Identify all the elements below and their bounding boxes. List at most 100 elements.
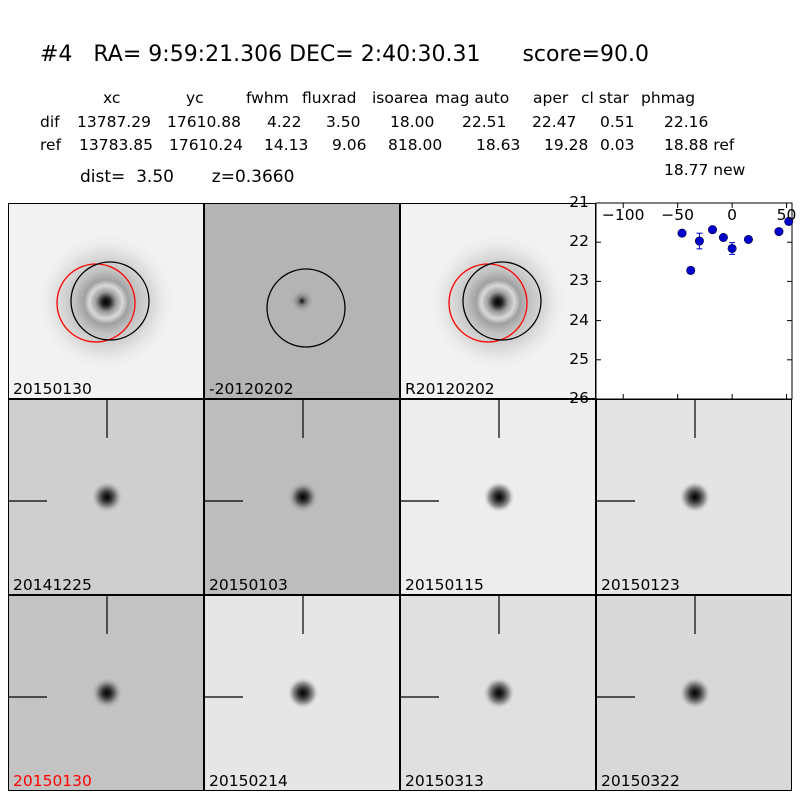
transient-source (287, 481, 319, 513)
plot-frame (595, 202, 793, 400)
light-curve-plot (595, 202, 794, 400)
cell: 22.47 (532, 113, 577, 131)
cell: 19.28 (544, 136, 589, 154)
col-aper: aper (533, 89, 569, 107)
y-tick-label: 25 (569, 349, 589, 368)
cell: 818.00 (388, 136, 443, 154)
cell: 18.00 (390, 113, 435, 131)
panel-label: -20120202 (209, 380, 294, 398)
x-tick-label: −100 (601, 206, 645, 224)
transient-source (483, 677, 515, 709)
transient-source (91, 677, 123, 709)
y-tick-label: 22 (569, 232, 589, 251)
data-point (727, 243, 737, 253)
col-cl-star: cl star (581, 89, 629, 107)
panel-label: 20141225 (13, 576, 92, 594)
panel-image (9, 204, 203, 398)
cell: 22.16 (664, 113, 709, 131)
data-point (784, 216, 794, 226)
cell: 18.88 ref (664, 136, 735, 154)
panel-3: 20141225 (8, 399, 204, 595)
panel-image (401, 204, 595, 398)
cell: 0.51 (600, 113, 635, 131)
panel-2: R20120202 (400, 203, 596, 399)
cell: 0.03 (600, 136, 635, 154)
data-point (743, 234, 753, 244)
panel-label: 20150313 (405, 772, 484, 790)
panel-label: 20150214 (209, 772, 288, 790)
y-tick-label: 21 (569, 193, 589, 211)
panel-9: 20150313 (400, 595, 596, 791)
detection-circle (462, 261, 542, 341)
panel-label: R20120202 (405, 380, 495, 398)
panel-label: 20150322 (601, 772, 680, 790)
row-label: ref (40, 136, 62, 154)
col-phmag: phmag (641, 89, 696, 107)
col-isoarea: isoarea (372, 89, 429, 107)
panel-6: 20150123 (596, 399, 792, 595)
cell: 18.63 (476, 136, 521, 154)
panel-image (401, 596, 595, 790)
panel-8: 20150214 (204, 595, 400, 791)
panel-1: -20120202 (204, 203, 400, 399)
transient-source (91, 481, 123, 513)
page-title: #4 RA= 9:59:21.306 DEC= 2:40:30.31 score… (40, 42, 649, 67)
host-galaxy-core (476, 280, 520, 324)
light-curve-chart: 21 22 23 24 25 26 −100 −50 0 50 (569, 193, 796, 407)
panel-4: 20150103 (204, 399, 400, 595)
panel-image (9, 400, 203, 594)
detection-circle (266, 268, 346, 348)
detection-circle (70, 261, 150, 341)
col-xc: xc (103, 89, 121, 107)
distance-line: dist= 3.50 z=0.3660 (80, 167, 294, 187)
cell: 14.13 (264, 136, 309, 154)
data-point (694, 236, 704, 246)
transient-source (679, 677, 711, 709)
col-fwhm: fwhm (246, 89, 289, 107)
cell: 4.22 (267, 113, 302, 131)
col-yc: yc (186, 89, 204, 107)
host-galaxy-core (84, 280, 128, 324)
x-tick-label: −50 (661, 206, 695, 224)
cell: 3.50 (326, 113, 361, 131)
transient-source (679, 481, 711, 513)
x-tick-label: 0 (727, 206, 738, 224)
panel-image (9, 596, 203, 790)
data-point (708, 225, 718, 235)
panel-10: 20150322 (596, 595, 792, 791)
panel-5: 20150115 (400, 399, 596, 595)
difference-source (290, 289, 314, 313)
data-point (774, 227, 784, 237)
panel-label: 20150130 (13, 772, 92, 790)
cell: 13783.85 (79, 136, 153, 154)
cell: 17610.88 (167, 113, 241, 131)
panel-image (401, 400, 595, 594)
panel-label: 20150103 (209, 576, 288, 594)
col-mag-auto: mag auto (435, 89, 510, 107)
data-point (686, 265, 696, 275)
dist-label: dist= (80, 167, 126, 187)
phmag-new: 18.77 new (664, 161, 746, 179)
panel-image (205, 596, 399, 790)
cell: 9.06 (332, 136, 367, 154)
x-tick-label: 50 (776, 206, 797, 224)
panel-image (205, 400, 399, 594)
y-tick-label: 26 (569, 389, 589, 407)
panel-label: 20150115 (405, 576, 484, 594)
panel-image (597, 400, 791, 594)
cell: 17610.24 (169, 136, 243, 154)
transient-source (483, 481, 515, 513)
redshift-label: z=0.3660 (211, 167, 295, 187)
col-fluxrad: fluxrad (302, 89, 357, 107)
transient-source (287, 677, 319, 709)
panel-image (597, 596, 791, 790)
y-tick-label: 24 (569, 310, 589, 329)
y-tick-label: 23 (569, 271, 589, 290)
panel-label: 20150123 (601, 576, 680, 594)
panel-image (205, 204, 399, 398)
cell: 22.51 (462, 113, 507, 131)
data-point (677, 228, 687, 238)
panel-7: 20150130 (8, 595, 204, 791)
data-point (718, 232, 728, 242)
cell: 13787.29 (77, 113, 151, 131)
